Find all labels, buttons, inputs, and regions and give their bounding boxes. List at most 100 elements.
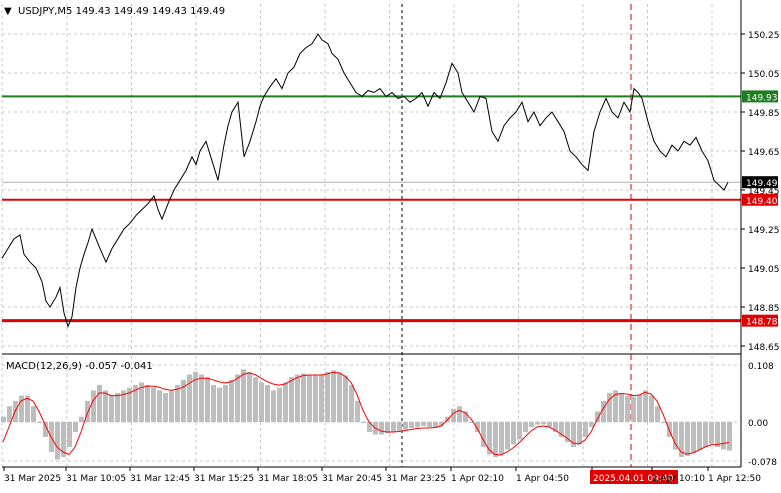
macd-bar — [559, 422, 564, 437]
macd-bar — [79, 416, 84, 422]
macd-bar — [397, 422, 402, 431]
macd-bar — [277, 387, 282, 422]
macd-bar — [493, 422, 498, 457]
macd-bar — [613, 390, 618, 422]
macd-bar — [193, 371, 198, 422]
price-tick-label: 149.25 — [748, 226, 780, 236]
macd-bar — [457, 406, 462, 422]
macd-tick-label: 0.108 — [748, 362, 774, 372]
macd-bar — [367, 422, 372, 432]
macd-bar — [25, 395, 30, 422]
axes: 150.25 150.05 149.85 149.65 149.45 149.25 149.… — [2, 0, 780, 484]
macd-bar — [43, 422, 48, 437]
macd-bar — [553, 422, 558, 432]
macd-bar — [265, 385, 270, 422]
macd-bar — [661, 422, 666, 423]
macd-bar — [709, 422, 714, 445]
time-tick-label-highlight: 2025.04.01 09:40 — [593, 474, 674, 484]
time-tick-label: 1 Apr 12:50 — [708, 474, 761, 484]
macd-bar — [121, 390, 126, 422]
macd-bar — [229, 379, 234, 422]
macd-bar — [691, 422, 696, 453]
macd-bar — [235, 374, 240, 422]
macd-bar — [169, 390, 174, 422]
macd-bar — [643, 390, 648, 422]
macd-tick-label: 0.00 — [748, 419, 768, 429]
time-tick-label: 31 Mar 2025 — [4, 474, 61, 484]
macd-bar — [319, 374, 324, 422]
macd-bar — [475, 422, 480, 432]
macd-bar — [577, 422, 582, 445]
macd-bar — [313, 375, 318, 422]
time-tick-label: 31 Mar 10:05 — [66, 474, 126, 484]
macd-label: MACD(12,26,9) -0.057 -0.041 — [6, 361, 153, 372]
macd-bar — [517, 422, 522, 440]
time-tick-label: 1 Apr 04:50 — [516, 474, 569, 484]
price-tick-label: 149.65 — [748, 148, 780, 158]
macd-bar — [271, 390, 276, 422]
price-tick-label: 150.25 — [748, 31, 780, 41]
symbol-info: USDJPY,M5 149.43 149.49 149.43 149.49 — [18, 6, 225, 17]
macd-bar — [601, 400, 606, 422]
macd-bar — [133, 385, 138, 422]
macd-bar — [355, 400, 360, 422]
macd-tick-label: -0.078 — [748, 458, 777, 468]
current-price-label: 149.49 — [746, 179, 778, 189]
macd-bar — [157, 390, 162, 422]
macd-bar — [325, 371, 330, 422]
macd-signal-line — [2, 371, 730, 456]
macd-bar — [439, 422, 444, 426]
macd-bar — [145, 385, 150, 422]
macd-bar — [487, 422, 492, 455]
macd-bar — [421, 422, 426, 426]
macd-bar — [151, 387, 156, 422]
macd-bar — [379, 422, 384, 435]
macd-bar — [607, 392, 612, 422]
macd-bar — [361, 422, 366, 423]
macd-bar — [223, 385, 228, 422]
macd-bar — [349, 385, 354, 422]
level-label: 148.78 — [746, 318, 778, 328]
time-tick-label: 31 Mar 18:05 — [258, 474, 318, 484]
macd-bar — [619, 392, 624, 422]
macd-bar — [547, 422, 552, 427]
macd-bar — [451, 408, 456, 422]
time-tick-label: 31 Mar 15:25 — [194, 474, 254, 484]
macd-bar — [469, 422, 474, 423]
level-label: 149.40 — [746, 197, 778, 207]
macd-bar — [535, 422, 540, 425]
macd-bar — [97, 385, 102, 422]
macd-bar — [571, 422, 576, 447]
macd-bar — [55, 422, 60, 460]
macd-bar — [385, 422, 390, 433]
price-panel — [1, 4, 741, 467]
macd-bar — [391, 422, 396, 432]
price-tick-label: 148.65 — [748, 343, 780, 353]
macd-bar — [295, 374, 300, 422]
macd-bar — [19, 395, 24, 422]
collapse-arrow-icon[interactable]: ▼ — [4, 6, 12, 17]
time-highlight-bg — [590, 470, 678, 484]
macd-bar — [415, 422, 420, 427]
macd-bar — [583, 422, 588, 437]
macd-bar — [679, 422, 684, 457]
macd-bar — [595, 411, 600, 422]
macd-bar — [211, 385, 216, 422]
macd-bar — [715, 422, 720, 447]
macd-bar — [187, 374, 192, 422]
macd-bar — [37, 422, 42, 423]
macd-bar — [685, 422, 690, 456]
macd-bar — [199, 374, 204, 422]
macd-bar — [337, 372, 342, 422]
current-price-bg — [742, 176, 778, 189]
macd-panel — [1, 369, 732, 460]
macd-bar — [91, 390, 96, 422]
macd-bar — [67, 422, 72, 447]
macd-bar — [181, 379, 186, 422]
macd-bar — [565, 422, 570, 442]
macd-bar — [637, 394, 642, 422]
macd-bar — [505, 422, 510, 450]
macd-bar — [217, 387, 222, 422]
